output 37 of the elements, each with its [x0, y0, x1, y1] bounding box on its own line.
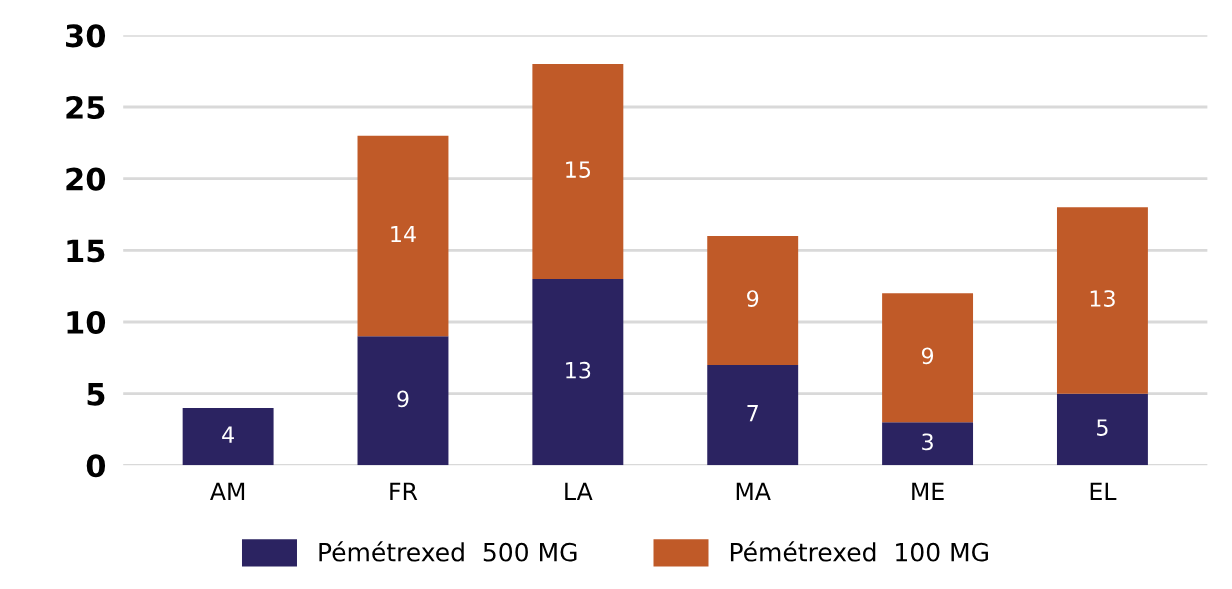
bar: [882, 293, 974, 423]
y-tick-label: 30: [66, 24, 106, 48]
x-tick-label: EL: [1090, 482, 1117, 500]
data-label: 7: [747, 405, 758, 422]
data-label: 13: [566, 361, 591, 379]
y-tick-label: 20: [66, 167, 106, 191]
data-label: 9: [397, 390, 409, 408]
data-label: 9: [921, 347, 934, 365]
x-tick-label: MA: [736, 482, 771, 500]
data-label: 4: [222, 426, 234, 443]
bar: [532, 278, 624, 466]
data-label: 15: [566, 161, 591, 178]
x-tick-label: ME: [912, 482, 944, 500]
bar: [882, 422, 974, 466]
bar: [357, 135, 449, 337]
y-tick-label: 5: [87, 382, 105, 406]
bar: [357, 336, 449, 466]
x-tick-label: FR: [390, 482, 418, 500]
bar: [707, 235, 799, 365]
x-tick-label: AM: [210, 482, 245, 500]
legend-label: Pémétrexed 100 MG: [730, 541, 988, 562]
x-tick-label: LA: [565, 482, 593, 500]
data-label: 3: [922, 433, 933, 451]
data-label: 9: [747, 290, 759, 307]
bar: [707, 364, 799, 466]
bar: [1056, 207, 1148, 394]
bar: [532, 64, 624, 279]
legend-label: Pémétrexed 500 MG: [319, 541, 577, 562]
y-tick-label: 0: [86, 454, 106, 478]
bar: [182, 407, 274, 466]
y-tick-label: 15: [67, 239, 105, 263]
data-label: 14: [391, 225, 416, 243]
y-tick-label: 10: [67, 310, 106, 335]
data-label: 13: [1090, 290, 1115, 307]
data-label: 5: [1097, 419, 1108, 436]
bar: [1056, 393, 1148, 466]
y-tick-label: 25: [66, 95, 105, 120]
